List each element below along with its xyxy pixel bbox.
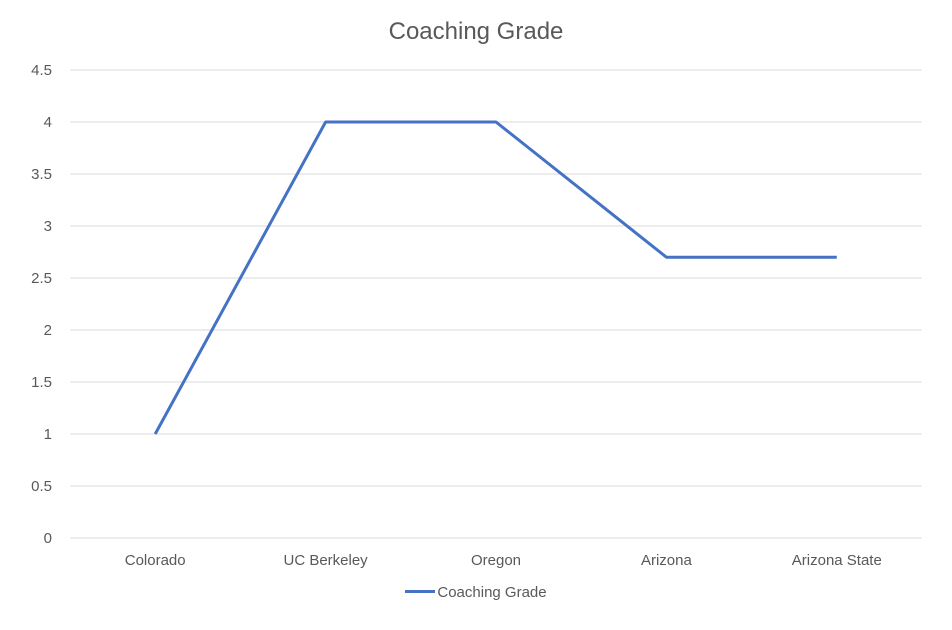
x-tick-label: Arizona bbox=[641, 552, 693, 569]
y-tick-label: 0.5 bbox=[31, 478, 52, 495]
series-line bbox=[153, 120, 837, 435]
x-tick-label: Arizona State bbox=[792, 552, 882, 569]
x-tick-label: Colorado bbox=[125, 552, 186, 569]
x-tick-label: UC Berkeley bbox=[283, 552, 368, 569]
x-tick-label: Oregon bbox=[471, 552, 521, 569]
y-tick-label: 4.5 bbox=[31, 62, 52, 79]
chart-title: Coaching Grade bbox=[388, 18, 564, 45]
y-tick-label: 4 bbox=[44, 114, 52, 131]
y-tick-label: 1.5 bbox=[31, 374, 52, 391]
y-tick-label: 1 bbox=[44, 426, 52, 443]
y-tick-label: 2.5 bbox=[31, 270, 52, 287]
y-tick-label: 2 bbox=[44, 322, 52, 339]
legend: Coaching Grade bbox=[0, 584, 952, 601]
y-tick-label: 3.5 bbox=[31, 166, 52, 183]
y-tick-label: 3 bbox=[44, 218, 52, 235]
legend-label: Coaching Grade bbox=[437, 584, 547, 601]
y-tick-label: 0 bbox=[44, 530, 52, 547]
legend-swatch bbox=[405, 589, 436, 593]
